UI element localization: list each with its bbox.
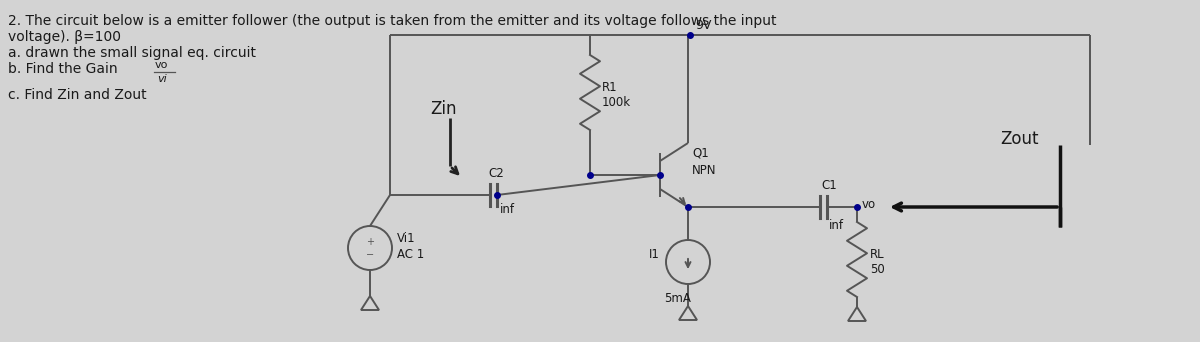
Text: Vi1: Vi1 (397, 232, 415, 245)
Text: vo: vo (155, 60, 168, 70)
Text: +: + (366, 237, 374, 247)
Text: RL: RL (870, 248, 884, 261)
Text: 50: 50 (870, 263, 884, 276)
Text: I1: I1 (649, 248, 660, 261)
Text: a. drawn the small signal eq. circuit: a. drawn the small signal eq. circuit (8, 46, 256, 60)
Text: Q1: Q1 (692, 146, 709, 159)
Text: C2: C2 (488, 167, 504, 180)
Text: C1: C1 (821, 179, 836, 192)
Text: −: − (366, 250, 374, 260)
Text: inf: inf (829, 219, 844, 232)
Text: Zout: Zout (1000, 130, 1038, 148)
Text: b. Find the Gain: b. Find the Gain (8, 62, 122, 76)
Text: 9V: 9V (695, 19, 712, 32)
Text: 100k: 100k (602, 96, 631, 109)
Text: AC 1: AC 1 (397, 249, 425, 262)
Text: voltage). β=100: voltage). β=100 (8, 30, 121, 44)
Text: inf: inf (500, 203, 515, 216)
Text: Zin: Zin (430, 100, 456, 118)
Text: vo: vo (862, 198, 876, 211)
Text: NPN: NPN (692, 163, 716, 176)
Text: 2. The circuit below is a emitter follower (the output is taken from the emitter: 2. The circuit below is a emitter follow… (8, 14, 776, 28)
Text: 5mA: 5mA (665, 292, 691, 305)
Text: c. Find Zin and Zout: c. Find Zin and Zout (8, 88, 146, 102)
Text: vi: vi (157, 74, 167, 84)
Text: R1: R1 (602, 81, 618, 94)
